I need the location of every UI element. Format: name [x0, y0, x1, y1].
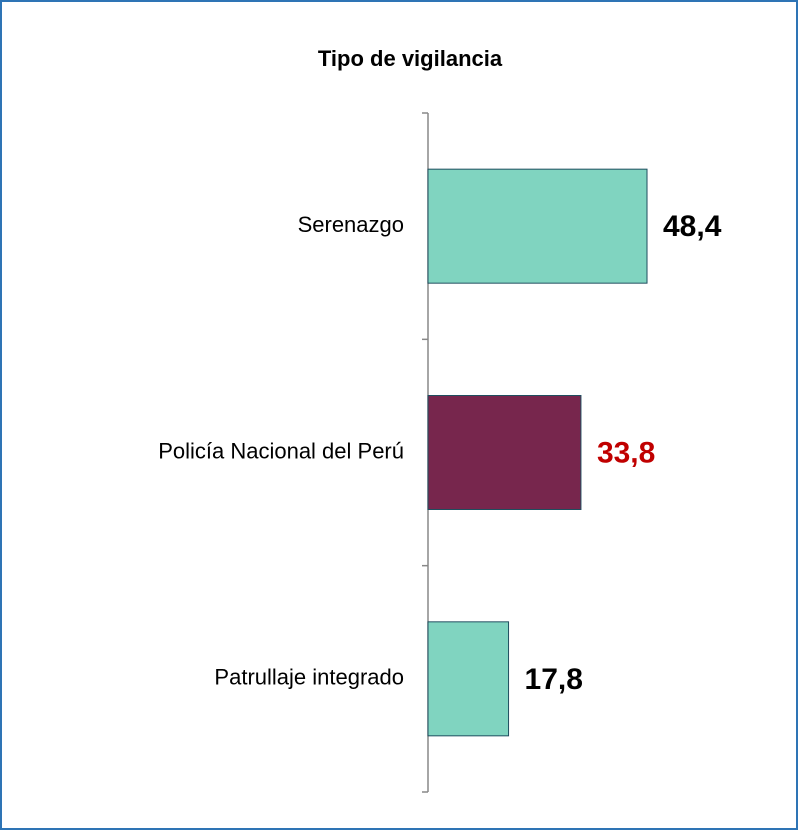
category-label: Patrullaje integrado	[214, 665, 404, 690]
category-label: Serenazgo	[298, 212, 404, 237]
bar	[427, 395, 582, 510]
bar	[427, 168, 648, 284]
category-label: Policía Nacional del Perú	[158, 438, 404, 463]
chart-title: Tipo de vigilancia	[318, 46, 503, 71]
value-label: 17,8	[525, 663, 583, 696]
value-label: 33,8	[597, 436, 655, 469]
bar	[427, 621, 510, 737]
value-label: 48,4	[663, 210, 722, 243]
